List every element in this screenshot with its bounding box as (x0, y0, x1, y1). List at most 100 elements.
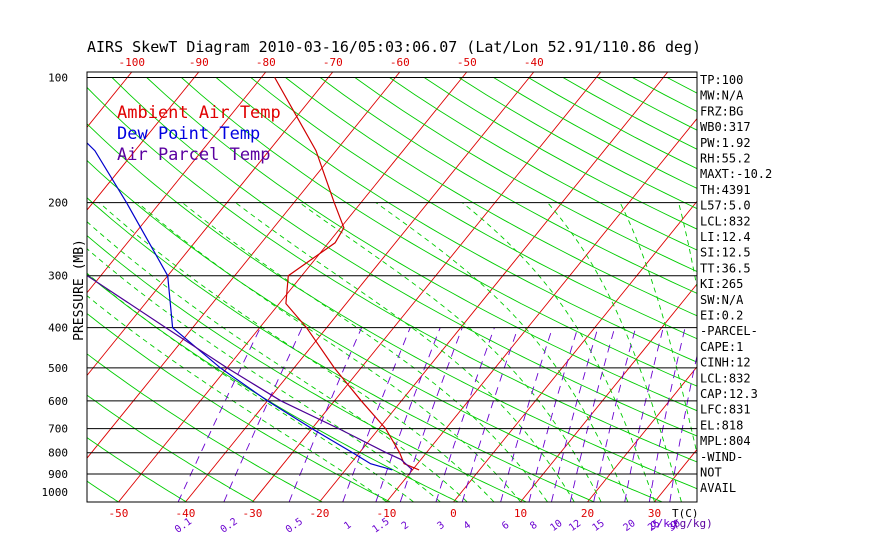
index-text: TP:100 (700, 73, 743, 87)
index-text: PW:1.92 (700, 136, 751, 150)
mixing-ratio-unit: (g/kg) (673, 517, 713, 530)
isotherm-line (453, 200, 697, 502)
legend-ambient-air-temp: Ambient Air Temp (117, 103, 281, 123)
top-temp-tick-label: -100 (119, 56, 146, 69)
index-text: CAPE:1 (700, 340, 743, 354)
legend: Ambient Air Temp Dew Point Temp Air Parc… (117, 103, 281, 165)
chart-title: AIRS SkewT Diagram 2010-03-16/05:03:06.0… (87, 38, 701, 56)
index-text: -WIND- (700, 450, 743, 464)
index-text: MPL:804 (700, 434, 751, 448)
moist-adiabat-line (462, 202, 656, 502)
moist-adiabat-line (87, 272, 414, 502)
mixing-ratio-line (669, 353, 697, 502)
isotherm-line (520, 283, 697, 502)
top-temp-tick-label: -80 (256, 56, 276, 69)
stability-indices-panel: TP:100MW:N/AFRZ:BGWB0:317PW:1.92RH:55.2M… (700, 73, 772, 495)
legend-air-parcel-temp: Air Parcel Temp (117, 145, 271, 165)
bottom-temp-tick-label: 30 (648, 507, 661, 520)
top-temp-tick-label: -40 (524, 56, 544, 69)
moist-adiabat-line (99, 202, 495, 502)
mixing-ratio-line (461, 327, 519, 502)
dry-adiabat-line (111, 77, 697, 437)
dry-adiabat-line (87, 394, 255, 502)
legend-dew-point-temp: Dew Point Temp (117, 124, 260, 144)
x-axis-label: T(C) (672, 507, 699, 520)
mixing-ratio-line (648, 327, 686, 502)
dry-adiabat-line (181, 77, 697, 387)
dry-adiabat-line (87, 123, 697, 490)
dry-adiabat-line (87, 86, 697, 463)
pressure-tick-label: 600 (48, 395, 68, 408)
dry-adiabat-line (285, 77, 697, 317)
mixing-ratio-line (528, 327, 579, 502)
index-text: LCL:832 (700, 371, 751, 385)
index-text: LCL:832 (700, 214, 751, 228)
y-axis-label: PRESSURE (MB) (72, 239, 87, 341)
index-text: LI:12.4 (700, 230, 751, 244)
mixing-ratio-tick-label: 6 (500, 520, 511, 532)
index-text: TH:4391 (700, 183, 751, 197)
mixing-ratio-line (624, 327, 664, 502)
mixing-ratio-line (223, 327, 303, 502)
isotherm-line (587, 366, 697, 502)
plot-frame (86, 71, 698, 503)
air-parcel-temp-profile (87, 274, 413, 471)
dry-adiabat-line (319, 77, 697, 294)
mixing-ratio-line (342, 327, 411, 502)
isotherm-line (185, 72, 535, 502)
isotherm-line (386, 117, 697, 502)
moist-adiabat-line (375, 202, 629, 502)
isotherm-line (87, 72, 267, 294)
index-text: KI:265 (700, 277, 743, 291)
dry-adiabat-line (250, 77, 697, 340)
isotherm-line (252, 72, 602, 502)
moist-adiabat-line (182, 202, 548, 502)
dry-adiabat-line (87, 235, 527, 502)
index-text: FRZ:BG (700, 104, 743, 118)
mixing-ratio-tick-label: 3 (436, 520, 447, 532)
pressure-tick-label: 500 (48, 362, 68, 375)
mixing-ratio-line (569, 327, 616, 502)
index-text: -PARCEL- (700, 324, 758, 338)
dry-adiabat-line (354, 77, 697, 272)
index-text: CINH:12 (700, 356, 751, 370)
mixing-ratio-axis-label: g/kg (650, 517, 677, 530)
top-temp-tick-label: -70 (323, 56, 343, 69)
moist-adiabat-line (235, 202, 575, 502)
mixing-ratio-tick-label: 4 (462, 520, 473, 532)
index-text: EL:818 (700, 418, 743, 432)
dry-adiabat-line (87, 313, 391, 502)
top-temp-tick-label: -50 (457, 56, 477, 69)
top-temp-tick-label: -90 (189, 56, 209, 69)
index-text: L57:5.0 (700, 199, 751, 213)
isotherm-line (87, 72, 200, 211)
isotherm-line (118, 72, 468, 502)
bottom-temp-tick-label: 10 (514, 507, 527, 520)
index-text: AVAIL (700, 481, 736, 495)
mixing-ratio-line (435, 327, 495, 502)
index-text: SW:N/A (700, 293, 744, 307)
moist-adiabat-line (87, 248, 441, 502)
pressure-tick-label: 900 (48, 468, 68, 481)
mixing-ratio-line (399, 327, 463, 502)
index-text: TT:36.5 (700, 261, 751, 275)
bottom-temp-tick-label: -20 (310, 507, 330, 520)
bottom-temp-tick-label: -40 (176, 507, 196, 520)
moist-adiabat-line (299, 202, 602, 502)
dew-point-temp-profile (87, 142, 393, 471)
dry-adiabat-line (146, 77, 697, 412)
pressure-tick-label: 300 (48, 270, 68, 283)
bottom-temp-tick-label: -30 (243, 507, 263, 520)
dry-adiabat-line (215, 77, 697, 363)
isotherm-line (87, 72, 401, 459)
dry-adiabat-line (87, 437, 187, 502)
index-text: WB0:317 (700, 120, 751, 134)
moist-adiabat-line (547, 202, 682, 502)
dry-adiabat-line (87, 197, 594, 502)
moist-adiabat-line (619, 202, 697, 456)
pressure-tick-label: 200 (48, 197, 68, 210)
mixing-ratio-line (500, 327, 553, 502)
pressure-tick-label: 800 (48, 447, 68, 460)
pressure-tick-label: 100 (48, 72, 68, 85)
dry-adiabat-line (87, 353, 323, 502)
